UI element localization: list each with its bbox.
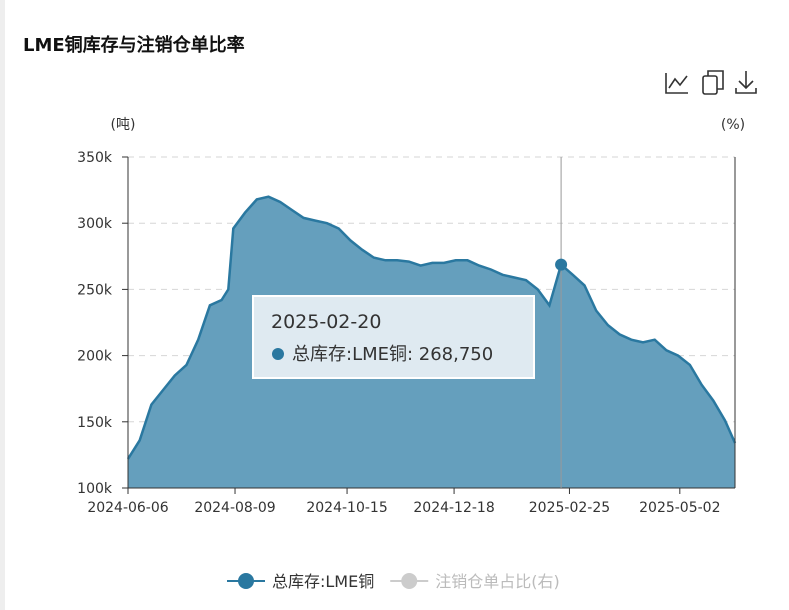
tooltip-value: 总库存:LME铜: 268,750 bbox=[292, 344, 493, 365]
y-tick-label: 350k bbox=[77, 150, 113, 166]
y-tick-label: 250k bbox=[77, 282, 113, 298]
tooltip-date: 2025-02-20 bbox=[271, 311, 381, 333]
y-tick-label: 200k bbox=[77, 349, 113, 365]
tooltip-point bbox=[555, 258, 568, 271]
tooltip-box bbox=[252, 295, 535, 379]
line bbox=[126, 195, 737, 460]
legend-marker bbox=[401, 573, 418, 589]
legend-item[interactable]: 总库存:LME铜 bbox=[227, 572, 374, 591]
legend-item[interactable]: 注销仓单占比(右) bbox=[390, 572, 560, 591]
copy-icon[interactable] bbox=[702, 70, 724, 95]
chart-title: LME铜库存与注销仓单比率 bbox=[23, 34, 245, 56]
legend-label: 总库存:LME铜 bbox=[272, 572, 374, 591]
toolbar bbox=[665, 70, 757, 95]
legend-label: 注销仓单占比(右) bbox=[435, 572, 560, 591]
x-tick-label: 2024-12-18 bbox=[413, 500, 494, 516]
y-axis-label: (吨) bbox=[111, 117, 136, 133]
legend-marker bbox=[238, 573, 254, 589]
y-tick-label: 300k bbox=[77, 216, 113, 232]
y-tick-label: 100k bbox=[77, 481, 113, 497]
chart: LME铜库存与注销仓单比率 (吨) (%) 100k 150k 200k 250k 30… bbox=[23, 34, 757, 591]
x-tick-label: 2024-08-09 bbox=[194, 500, 275, 516]
tooltip-dot bbox=[272, 348, 284, 360]
x-tick-label: 2025-02-25 bbox=[529, 500, 610, 516]
x-tick-label: 2024-06-06 bbox=[87, 500, 168, 516]
line-icon[interactable] bbox=[665, 73, 688, 94]
x-tick-label: 2024-10-15 bbox=[306, 500, 387, 516]
y2-axis-label: (%) bbox=[721, 117, 745, 133]
x-tick-label: 2025-05-02 bbox=[639, 500, 720, 516]
y-tick-label: 150k bbox=[77, 415, 113, 431]
download-icon[interactable] bbox=[735, 71, 757, 94]
